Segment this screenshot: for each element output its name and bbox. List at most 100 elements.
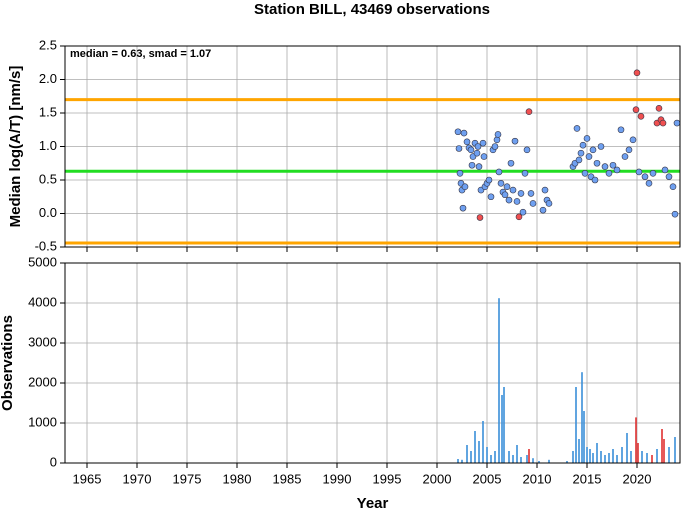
bar [470,451,472,463]
bar [572,451,574,463]
bar [512,455,514,463]
x-tick-label: 2015 [573,471,602,486]
annotation: median = 0.63, smad = 1.07 [70,48,211,60]
y-tick-label: -0.5 [35,238,57,253]
point [513,198,521,205]
point [635,168,643,176]
y-tick-label: 4000 [28,294,57,309]
point [673,119,681,127]
bar [668,447,670,463]
point [475,163,483,170]
bar [600,451,602,463]
y-tick-label: 2000 [28,374,57,389]
bar [508,451,510,463]
bar [663,439,665,463]
bar [501,395,503,463]
bar [656,449,658,463]
bar [578,439,580,463]
point [511,137,519,145]
point [613,166,621,174]
point [523,146,531,154]
point [493,136,501,144]
bar [498,298,500,463]
point [593,159,601,167]
point [525,108,533,115]
bar [474,431,476,463]
bar [608,453,610,463]
bar [630,451,632,463]
x-tick-label: 2010 [523,471,552,486]
y-tick-label: 2.5 [39,37,57,52]
y-tick-label: 0 [50,454,57,469]
bar [516,445,518,463]
point [575,156,583,164]
bar [526,455,528,463]
point [617,126,625,134]
point [485,176,493,184]
y-tick-label: 0.0 [39,205,57,220]
bar [466,445,468,463]
bar [503,387,505,463]
point [671,210,679,218]
x-tick-label: 2000 [423,471,452,486]
point [661,166,669,174]
bar [635,417,637,463]
point [494,131,502,138]
point [487,193,495,201]
point [474,143,482,150]
point [637,113,645,120]
point [454,128,462,136]
bar [612,449,614,463]
point [503,183,511,190]
bar [626,433,628,463]
bar [548,459,550,463]
bar [661,429,663,463]
point [521,170,529,177]
point [601,163,609,170]
point [539,206,547,214]
bar [621,447,623,463]
point [579,141,587,149]
bar [589,449,591,463]
point [581,170,589,177]
point [629,136,637,144]
bar [616,455,618,463]
point [573,125,581,132]
point [476,214,484,221]
bar [604,455,606,463]
bar [461,459,463,463]
point [655,105,663,112]
point [517,190,525,197]
bar [674,437,676,463]
point [633,69,641,77]
y-tick-label: 1000 [28,414,57,429]
x-axis-label: Year [357,495,389,511]
point [641,173,649,180]
bar [592,453,594,463]
bar [586,447,588,463]
point [625,146,633,154]
y-tick-label: 2.0 [39,71,57,86]
point [501,191,509,199]
x-tick-label: 1975 [173,471,202,486]
bar [583,411,585,463]
bar [651,455,653,463]
point [645,180,653,187]
point [497,180,505,187]
y-tick-label: 5000 [28,254,57,269]
x-tick-label: 2020 [623,471,652,486]
point [461,183,469,190]
point [527,190,535,197]
bar [482,421,484,463]
point [491,143,499,150]
point [463,138,471,146]
bar [641,451,643,463]
y-tick-label: 0.5 [39,171,57,186]
x-tick-label: 2005 [473,471,502,486]
bar [486,447,488,463]
bar [637,443,639,463]
point [505,196,513,204]
x-tick-label: 1995 [373,471,402,486]
